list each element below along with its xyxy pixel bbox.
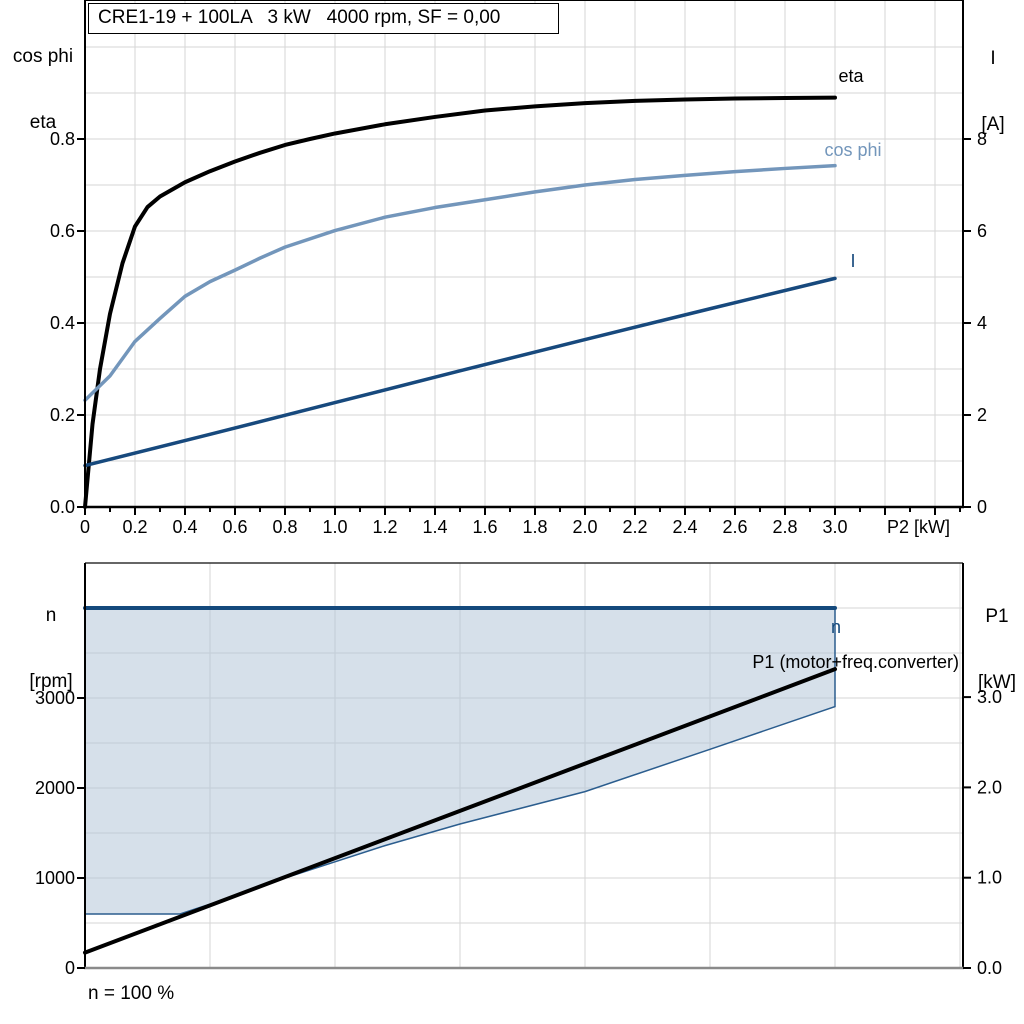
speed-footnote: n = 100 % xyxy=(88,983,175,1004)
x-axis-title-p2: P2 [kW] xyxy=(887,517,950,537)
curve-i xyxy=(83,276,837,468)
x-tick-label: 1.6 xyxy=(472,517,497,537)
x-tick-label: 2.6 xyxy=(722,517,747,537)
left-tick-label: 3000 xyxy=(35,688,75,708)
curve-p1-motor-freq-converter- xyxy=(83,667,837,955)
left-tick-label: 0.4 xyxy=(50,313,75,333)
right-tick-label: 6 xyxy=(977,221,987,241)
left-tick-label: 0.8 xyxy=(50,129,75,149)
x-tick-label: 3.0 xyxy=(822,517,847,537)
x-tick-label: 0 xyxy=(80,517,90,537)
x-tick-label: 2.0 xyxy=(572,517,597,537)
curve-eta xyxy=(83,95,837,509)
right-tick-label: 0.0 xyxy=(977,958,1002,978)
x-tick-label: 0.4 xyxy=(172,517,197,537)
right-tick-label: 4 xyxy=(977,313,987,333)
left-tick-label: 1000 xyxy=(35,868,75,888)
curve-cos-phi xyxy=(83,163,837,403)
x-tick-label: 2.8 xyxy=(772,517,797,537)
left-axis-title-eta: eta xyxy=(29,112,57,133)
x-tick-label: 1.0 xyxy=(322,517,347,537)
x-tick-label: 0.6 xyxy=(222,517,247,537)
x-tick-label: 1.2 xyxy=(372,517,397,537)
top-left-axis-title: cos phi eta xyxy=(6,2,80,178)
top-right-axis-title: I [A] xyxy=(966,4,1020,180)
speed-axis-title-n: n xyxy=(45,605,57,626)
curve-label-p1-motor-freq-converter-: P1 (motor+freq.converter) xyxy=(752,652,959,672)
curve-label-n: n xyxy=(831,617,841,637)
x-tick-label: 0.8 xyxy=(272,517,297,537)
right-axis-title-unit-a: [A] xyxy=(981,114,1005,135)
right-tick-label: 1.0 xyxy=(977,868,1002,888)
bottom-left-axis-title: n [rpm] xyxy=(18,561,84,737)
x-tick-label: 2.2 xyxy=(622,517,647,537)
speed-axis-title-unit-rpm: [rpm] xyxy=(29,671,73,692)
right-tick-label: 2 xyxy=(977,405,987,425)
bottom-right-axis-title: P1 [kW] xyxy=(970,562,1024,738)
x-tick-label: 1.4 xyxy=(422,517,447,537)
left-tick-label: 0.0 xyxy=(50,497,75,517)
chart-title-box: CRE1-19 + 100LA 3 kW 4000 rpm, SF = 0,00 xyxy=(88,3,559,34)
curve-label-eta: eta xyxy=(838,66,864,86)
curve-label-cos-phi: cos phi xyxy=(824,140,881,160)
left-axis-title-cos-phi: cos phi xyxy=(12,46,74,67)
left-tick-label: 0 xyxy=(65,958,75,978)
x-tick-label: 0.2 xyxy=(122,517,147,537)
right-tick-label: 2.0 xyxy=(977,777,1002,797)
p1-axis-title-unit-kw: [kW] xyxy=(978,672,1016,693)
p1-axis-title: P1 xyxy=(985,606,1009,627)
left-tick-label: 0.6 xyxy=(50,221,75,241)
left-tick-label: 2000 xyxy=(35,778,75,798)
curve-label-i: I xyxy=(850,251,855,271)
speed-range-area xyxy=(85,608,835,914)
right-tick-label: 3.0 xyxy=(977,687,1002,707)
x-tick-label: 1.8 xyxy=(522,517,547,537)
x-tick-label: 2.4 xyxy=(672,517,697,537)
left-tick-label: 0.2 xyxy=(50,405,75,425)
right-tick-label: 0 xyxy=(977,497,987,517)
right-tick-label: 8 xyxy=(977,129,987,149)
right-axis-title-current: I xyxy=(990,48,996,69)
